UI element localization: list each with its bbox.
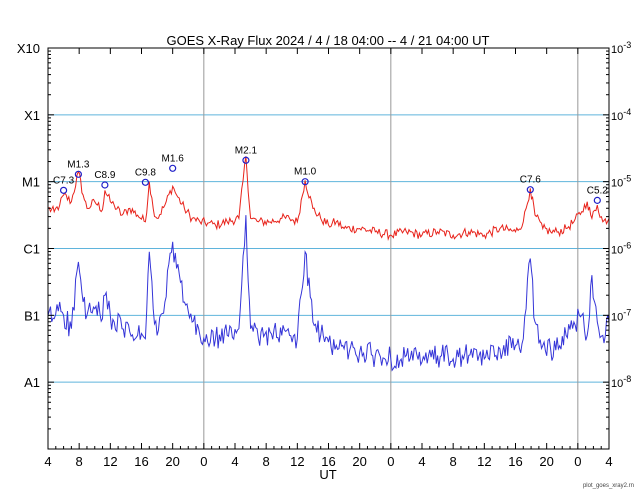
x-tick-label: 16 xyxy=(134,454,148,469)
credit-text: plot_goes_xray2.rn xyxy=(583,483,634,489)
y-right-label: 10-5 xyxy=(611,174,631,190)
x-tick-label: 0 xyxy=(574,454,581,469)
y-left-label-B1: B1 xyxy=(24,308,40,323)
y-left-label-X10: X10 xyxy=(17,41,40,56)
grid xyxy=(48,48,609,449)
x-tick-label: 8 xyxy=(76,454,83,469)
x-axis-label: UT xyxy=(319,467,336,482)
y-right-label: 10-8 xyxy=(611,374,631,390)
x-tick-label: 16 xyxy=(321,454,335,469)
flare-marker xyxy=(101,181,109,189)
x-tick-label: 8 xyxy=(450,454,457,469)
x-tick-label: 4 xyxy=(44,454,51,469)
chart-title: GOES X-Ray Flux 2024 / 4 / 18 04:00 -- 4… xyxy=(167,33,490,48)
flare-marker xyxy=(301,178,309,186)
flare-marker xyxy=(74,170,82,178)
y-left-label-M1: M1 xyxy=(22,175,40,190)
flare-marker xyxy=(169,164,177,172)
x-tick-label: 4 xyxy=(605,454,612,469)
y-left-label-A1: A1 xyxy=(24,375,40,390)
x-tick-label: 0 xyxy=(200,454,207,469)
x-tick-label: 12 xyxy=(103,454,117,469)
series-line-long xyxy=(47,156,610,241)
flare-label: C5.2 xyxy=(587,185,609,196)
flare-label: C7.6 xyxy=(520,175,542,186)
y-left-label-X1: X1 xyxy=(24,108,40,123)
flare-label: M1.3 xyxy=(67,159,90,170)
flare-label: M1.6 xyxy=(162,153,185,164)
flare-label: M2.1 xyxy=(235,145,258,156)
x-tick-label: 12 xyxy=(477,454,491,469)
y-right-label: 10-7 xyxy=(611,307,631,323)
y-right-label: 10-6 xyxy=(611,241,631,257)
x-tick-label: 4 xyxy=(418,454,425,469)
y-right-label: 10-4 xyxy=(611,107,631,123)
x-tick-label: 12 xyxy=(290,454,304,469)
flare-label: C8.9 xyxy=(94,170,116,181)
axes: X10 X1 M1 C1 B1 A1 10-3 10-4 10-5 10-6 10-7 10-8 4 8 1… xyxy=(17,40,631,469)
flare-marker xyxy=(593,196,601,204)
flare-label: M1.0 xyxy=(294,167,317,178)
flare-marker xyxy=(59,186,68,194)
x-tick-label: 20 xyxy=(165,454,179,469)
series-line-short xyxy=(47,215,610,372)
x-tick-label: 4 xyxy=(231,454,238,469)
x-tick-label: 20 xyxy=(539,454,553,469)
flare-label: C7.3 xyxy=(53,175,75,186)
flare-markers: C7.3 M1.3 C8.9 C9.8 M1.6 M2.1 M1.0 C7.6 C5.2 xyxy=(53,145,609,204)
y-left-label-C1: C1 xyxy=(23,242,40,257)
x-tick-label: 16 xyxy=(508,454,522,469)
flare-marker xyxy=(242,156,250,164)
x-tick-label: 20 xyxy=(352,454,366,469)
x-tick-label: 8 xyxy=(263,454,270,469)
series-layer xyxy=(47,156,610,372)
x-tick-label: 0 xyxy=(387,454,394,469)
y-right-label: 10-3 xyxy=(611,40,631,56)
flare-label: C9.8 xyxy=(135,167,157,178)
flare-marker xyxy=(526,186,534,194)
flare-marker xyxy=(141,178,149,186)
